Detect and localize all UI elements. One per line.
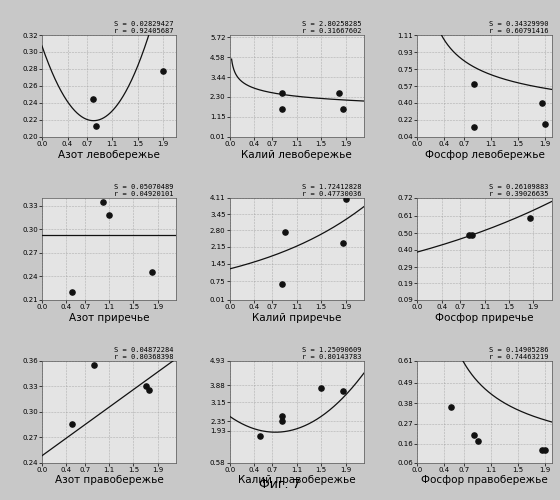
Point <box>277 106 286 114</box>
Point <box>280 228 289 235</box>
X-axis label: Азот приречье: Азот приречье <box>69 312 150 322</box>
Point <box>468 231 477 239</box>
Point <box>537 446 546 454</box>
Point <box>473 437 482 445</box>
Point <box>144 386 153 394</box>
Point <box>90 361 99 369</box>
Text: S = 0.14905286
r = 0.74463219: S = 0.14905286 r = 0.74463219 <box>489 346 549 360</box>
Point <box>540 120 549 128</box>
Text: S = 0.02829427
r = 0.92405687: S = 0.02829427 r = 0.92405687 <box>114 21 174 34</box>
Point <box>446 403 455 411</box>
Point <box>99 198 108 206</box>
Point <box>256 432 265 440</box>
Point <box>540 446 549 454</box>
Point <box>526 214 535 222</box>
Point <box>88 94 97 102</box>
Point <box>335 89 344 97</box>
Text: S = 0.04872284
r = 0.80368398: S = 0.04872284 r = 0.80368398 <box>114 346 174 360</box>
Point <box>68 420 77 428</box>
Point <box>141 382 150 390</box>
X-axis label: Калий правобережье: Калий правобережье <box>238 476 356 486</box>
Point <box>465 231 474 239</box>
X-axis label: Фосфор приречье: Фосфор приречье <box>435 312 534 322</box>
Text: S = 0.05070489
r = 0.04920101: S = 0.05070489 r = 0.04920101 <box>114 184 174 197</box>
Point <box>92 122 101 130</box>
Point <box>317 384 326 392</box>
Point <box>529 178 538 186</box>
Text: S = 0.26109883
r = 0.39026635: S = 0.26109883 r = 0.39026635 <box>489 184 549 197</box>
Point <box>277 417 286 425</box>
X-axis label: Азот правобережье: Азот правобережье <box>55 476 164 486</box>
Point <box>470 124 479 132</box>
Text: S = 1.72412828
r = 0.47730036: S = 1.72412828 r = 0.47730036 <box>302 184 361 197</box>
Text: Фиг. 7: Фиг. 7 <box>259 478 301 491</box>
X-axis label: Фосфор правобережье: Фосфор правобережье <box>421 476 548 486</box>
Text: S = 2.80258285
r = 0.31667602: S = 2.80258285 r = 0.31667602 <box>302 21 361 34</box>
Point <box>338 240 347 248</box>
Point <box>159 66 168 74</box>
Point <box>341 196 350 203</box>
Text: S = 1.25090609
r = 0.80143783: S = 1.25090609 r = 0.80143783 <box>302 346 361 360</box>
Point <box>105 211 114 219</box>
Point <box>470 80 479 88</box>
X-axis label: Азот левобережье: Азот левобережье <box>58 150 160 160</box>
Point <box>277 412 286 420</box>
Point <box>277 280 286 288</box>
Point <box>537 98 546 106</box>
Point <box>470 430 479 438</box>
Point <box>277 89 286 97</box>
Point <box>68 288 77 296</box>
X-axis label: Калий приречье: Калий приречье <box>252 312 342 322</box>
Point <box>338 106 347 114</box>
X-axis label: Фосфор левобережье: Фосфор левобережье <box>424 150 544 160</box>
Point <box>338 387 347 395</box>
Point <box>147 268 156 276</box>
Text: S = 0.34329990
r = 0.60791416: S = 0.34329990 r = 0.60791416 <box>489 21 549 34</box>
X-axis label: Калий левобережье: Калий левобережье <box>241 150 352 160</box>
